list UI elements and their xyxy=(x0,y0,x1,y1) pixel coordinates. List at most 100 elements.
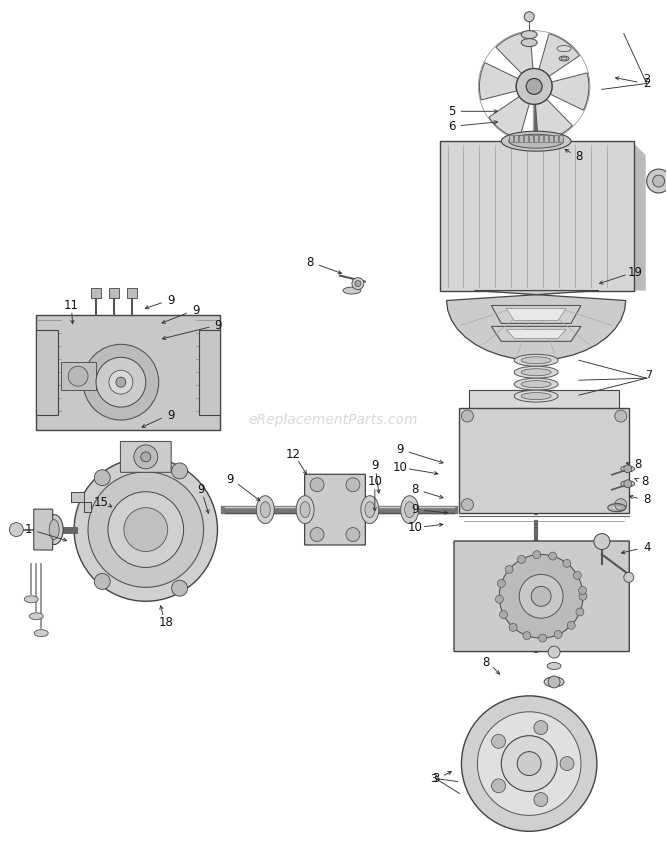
Ellipse shape xyxy=(256,496,274,524)
Text: 6: 6 xyxy=(448,120,456,133)
Polygon shape xyxy=(539,34,580,76)
Polygon shape xyxy=(452,143,646,291)
Text: 8: 8 xyxy=(634,458,642,472)
Polygon shape xyxy=(492,326,581,342)
Circle shape xyxy=(624,465,632,473)
Circle shape xyxy=(492,734,506,748)
Polygon shape xyxy=(519,135,523,142)
Circle shape xyxy=(574,571,582,580)
Circle shape xyxy=(533,551,541,558)
Ellipse shape xyxy=(514,354,558,366)
Ellipse shape xyxy=(521,357,551,364)
Circle shape xyxy=(516,69,552,105)
FancyBboxPatch shape xyxy=(305,474,366,545)
Text: eReplacementParts.com: eReplacementParts.com xyxy=(248,413,418,427)
Text: 8: 8 xyxy=(641,475,648,488)
Polygon shape xyxy=(496,31,533,74)
Ellipse shape xyxy=(514,390,558,402)
Text: 9: 9 xyxy=(227,473,234,486)
Text: 9: 9 xyxy=(167,294,175,307)
Text: 12: 12 xyxy=(285,449,301,462)
Text: 9: 9 xyxy=(192,304,199,317)
Circle shape xyxy=(171,581,187,596)
Polygon shape xyxy=(109,287,119,298)
Circle shape xyxy=(523,632,531,639)
Circle shape xyxy=(68,366,88,386)
Circle shape xyxy=(647,169,667,193)
Polygon shape xyxy=(529,135,533,142)
Circle shape xyxy=(560,756,574,771)
Polygon shape xyxy=(549,135,553,142)
Circle shape xyxy=(462,696,597,831)
Text: 8: 8 xyxy=(483,655,490,668)
Ellipse shape xyxy=(621,466,635,472)
Text: 8: 8 xyxy=(306,256,313,269)
Ellipse shape xyxy=(24,596,38,603)
Ellipse shape xyxy=(547,662,561,670)
Circle shape xyxy=(578,586,586,594)
Ellipse shape xyxy=(557,46,571,52)
Polygon shape xyxy=(506,309,566,320)
Polygon shape xyxy=(446,291,626,360)
Ellipse shape xyxy=(514,366,558,378)
Ellipse shape xyxy=(361,496,379,524)
Circle shape xyxy=(548,646,560,658)
Circle shape xyxy=(88,472,203,587)
Ellipse shape xyxy=(34,630,48,637)
Circle shape xyxy=(500,610,508,619)
Ellipse shape xyxy=(300,502,310,518)
Text: 8: 8 xyxy=(643,493,650,507)
Circle shape xyxy=(462,410,474,422)
Text: 7: 7 xyxy=(645,371,652,380)
FancyBboxPatch shape xyxy=(454,541,629,652)
Circle shape xyxy=(500,554,583,638)
Circle shape xyxy=(108,491,183,568)
Circle shape xyxy=(526,78,542,94)
Circle shape xyxy=(116,377,126,387)
Ellipse shape xyxy=(296,496,314,524)
Circle shape xyxy=(567,621,575,629)
Circle shape xyxy=(624,479,632,488)
Ellipse shape xyxy=(401,496,419,524)
Polygon shape xyxy=(514,135,518,142)
Ellipse shape xyxy=(502,131,571,151)
Ellipse shape xyxy=(509,134,564,148)
Text: 9: 9 xyxy=(215,319,222,332)
Ellipse shape xyxy=(260,502,270,518)
Ellipse shape xyxy=(521,393,551,400)
Circle shape xyxy=(615,499,627,511)
Ellipse shape xyxy=(45,514,63,545)
Text: 18: 18 xyxy=(158,615,173,629)
Circle shape xyxy=(509,623,517,632)
Circle shape xyxy=(579,592,587,600)
Ellipse shape xyxy=(621,481,635,487)
Circle shape xyxy=(355,280,361,286)
Circle shape xyxy=(109,371,133,394)
Text: 3: 3 xyxy=(430,774,437,784)
Text: 3: 3 xyxy=(432,772,440,785)
Polygon shape xyxy=(480,63,518,100)
Text: 5: 5 xyxy=(448,105,455,118)
Polygon shape xyxy=(554,135,558,142)
Polygon shape xyxy=(559,135,563,142)
Circle shape xyxy=(531,586,551,606)
Circle shape xyxy=(519,575,563,618)
Ellipse shape xyxy=(521,38,537,47)
Text: 19: 19 xyxy=(627,266,642,279)
Circle shape xyxy=(594,534,610,549)
Ellipse shape xyxy=(405,502,415,518)
Circle shape xyxy=(615,410,627,422)
Polygon shape xyxy=(61,362,96,390)
Polygon shape xyxy=(534,135,538,142)
Ellipse shape xyxy=(544,677,564,687)
Polygon shape xyxy=(544,135,548,142)
Text: 8: 8 xyxy=(411,484,418,496)
Text: 4: 4 xyxy=(643,541,650,554)
Polygon shape xyxy=(550,73,589,110)
Ellipse shape xyxy=(365,502,375,518)
Ellipse shape xyxy=(521,369,551,376)
Polygon shape xyxy=(460,408,629,513)
Circle shape xyxy=(496,595,504,604)
Circle shape xyxy=(171,463,187,479)
Polygon shape xyxy=(489,97,530,139)
